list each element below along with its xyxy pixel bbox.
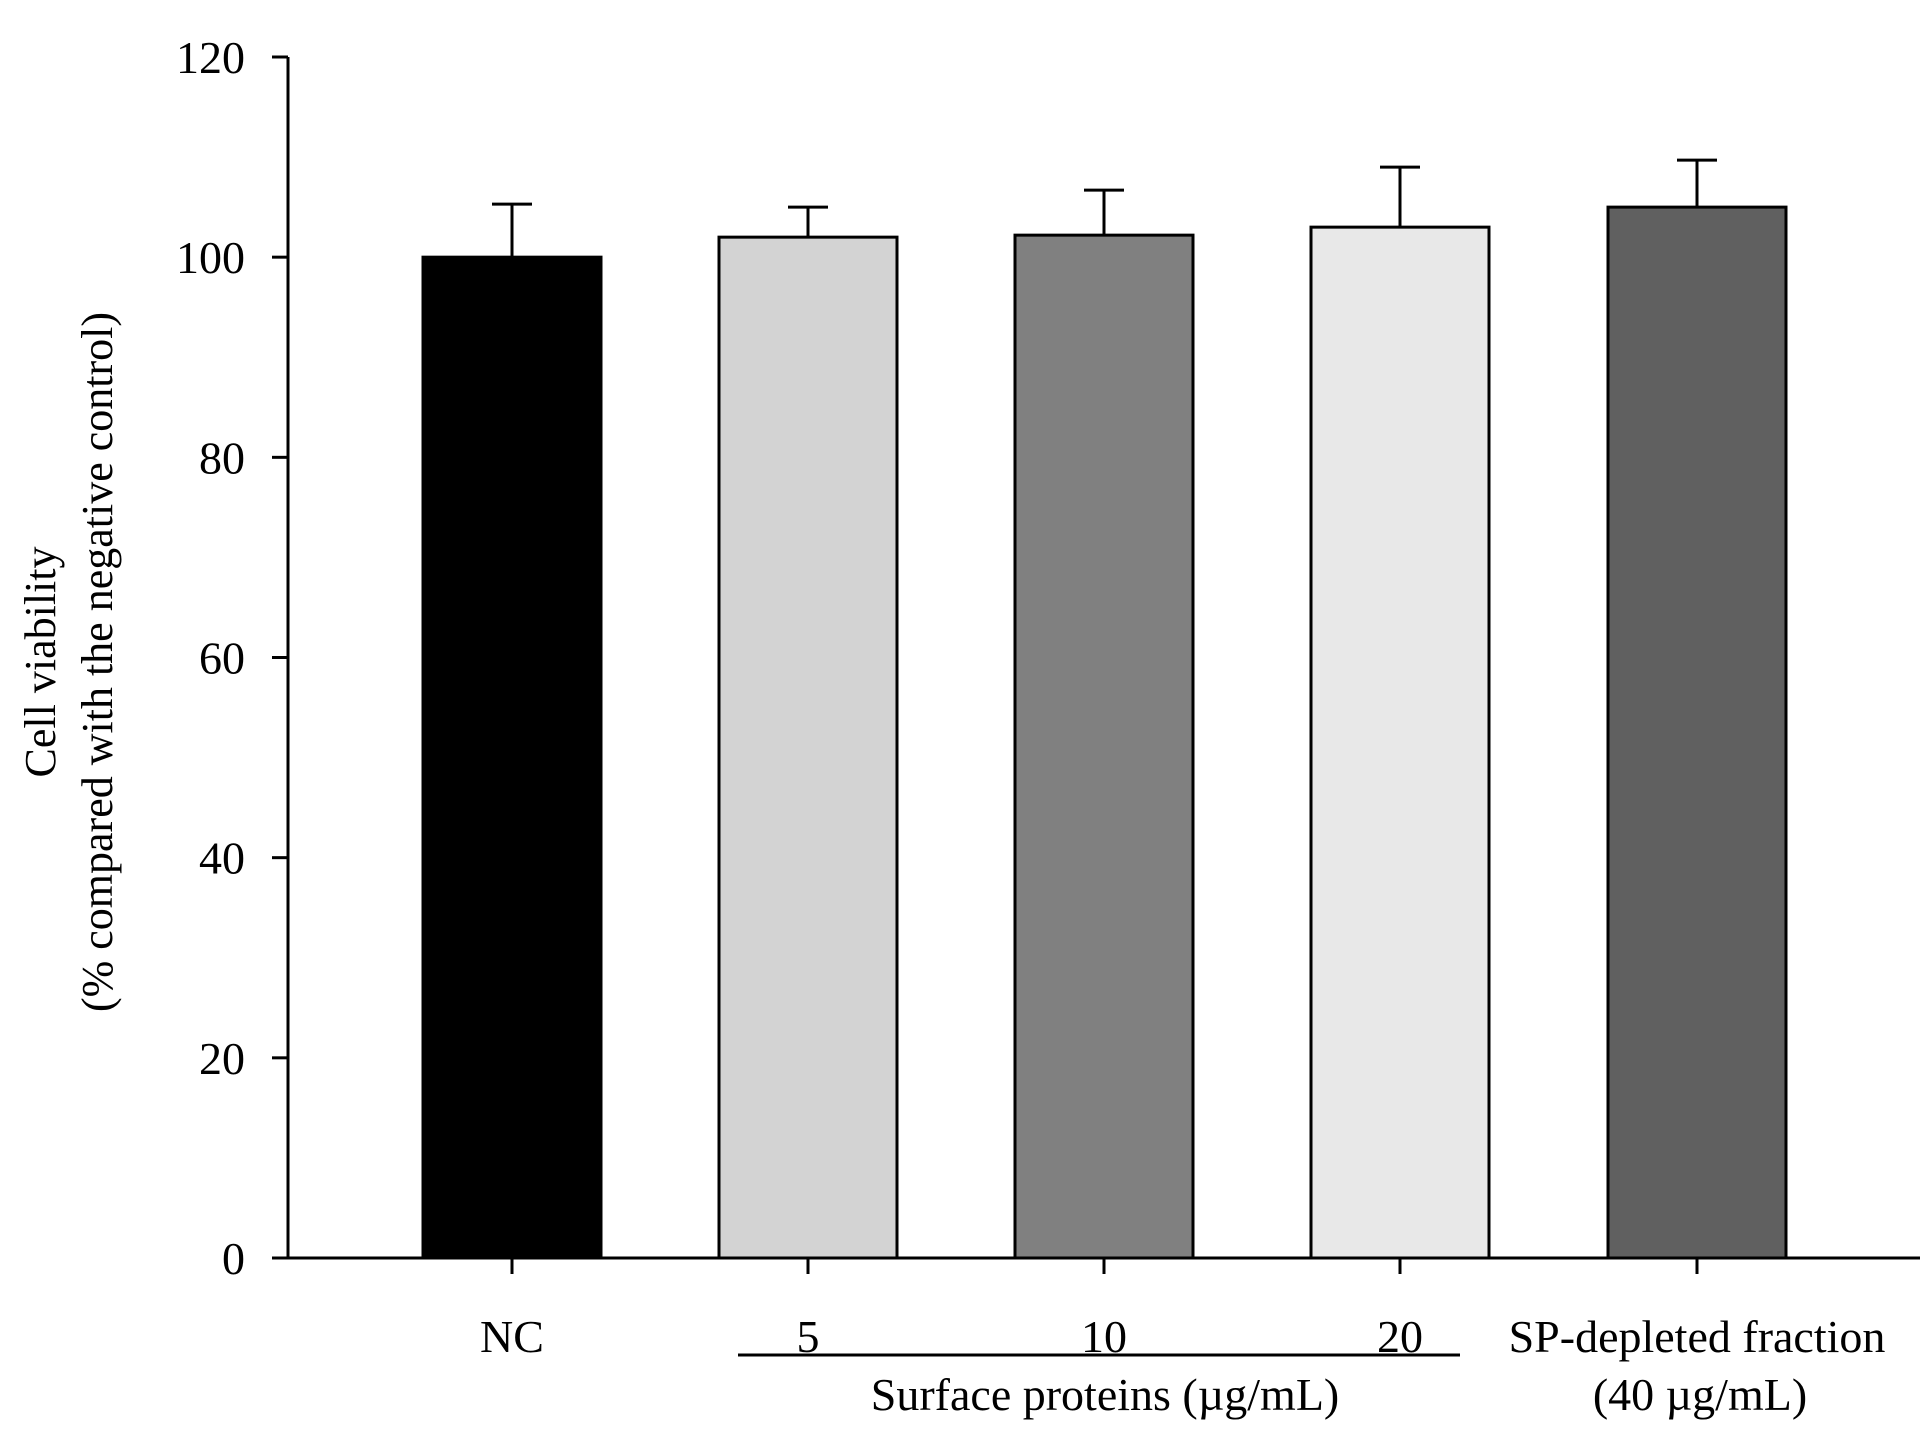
error-bars-group xyxy=(492,158,1717,258)
axes-group: NC 5 10 20 SP-depleted fraction0204060801001… xyxy=(176,32,1920,1362)
bar-2 xyxy=(717,235,899,1260)
group-label: Surface proteins (µg/mL) xyxy=(871,1369,1339,1420)
bar-3 xyxy=(1013,233,1195,1260)
y-tick-label-80: 80 xyxy=(199,432,245,483)
bars-group xyxy=(421,205,1788,1260)
y-axis-label-line1: Cell viability xyxy=(16,547,65,778)
y-tick-label-100: 100 xyxy=(176,232,245,283)
y-tick-label-60: 60 xyxy=(199,633,245,684)
labels-group: Cell viability (% compared with the nega… xyxy=(16,312,1807,1420)
y-tick-label-120: 120 xyxy=(176,32,245,83)
category-sublabel: (40 µg/mL) xyxy=(1593,1369,1807,1420)
y-tick-label-0: 0 xyxy=(222,1233,245,1284)
bar-5 xyxy=(1606,205,1788,1260)
x-tick-label-2: 5 xyxy=(797,1311,820,1362)
x-tick-label-5: SP-depleted fraction xyxy=(1509,1311,1886,1362)
bar-1 xyxy=(421,255,603,1260)
y-axis-label-line2: (% compared with the negative control) xyxy=(73,312,122,1012)
bar-4 xyxy=(1309,225,1491,1260)
x-tick-label-1: NC xyxy=(480,1311,544,1362)
y-tick-label-20: 20 xyxy=(199,1033,245,1084)
y-tick-label-40: 40 xyxy=(199,833,245,884)
